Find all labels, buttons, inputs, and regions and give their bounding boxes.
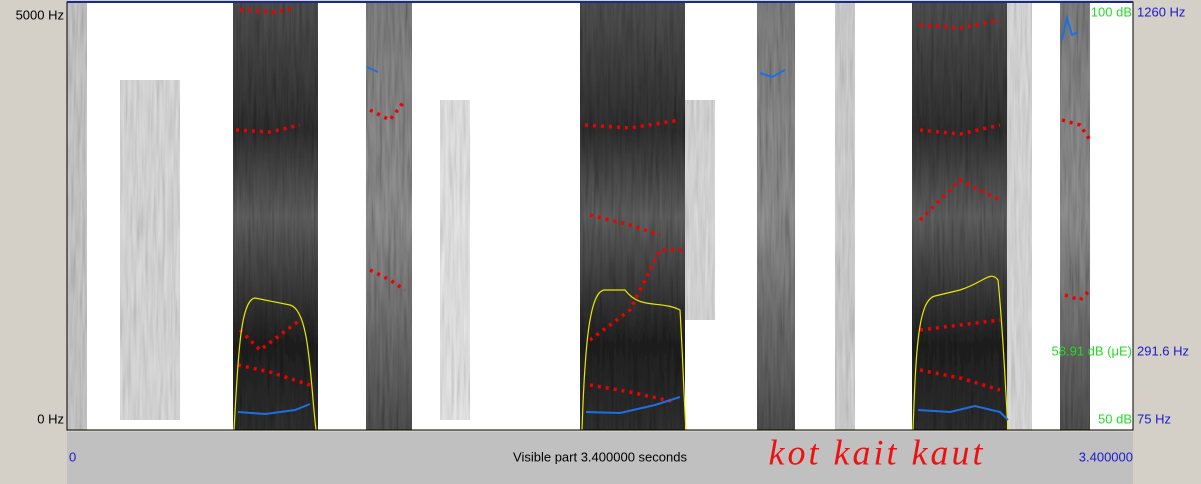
visible-part: Visible part 3.400000 seconds [513,449,687,464]
time-start: 0 [69,449,76,464]
pitch-tracks [237,14,1079,421]
intensity-top: 100 dB [1091,4,1132,19]
pitch-bottom: 75 Hz [1137,411,1171,426]
intensity-curves [233,275,1009,431]
freq-bottom: 0 Hz [37,411,64,426]
annotation: kot kait kaut [769,432,986,472]
intensity-mid: 58.91 dB (μE) [1052,343,1132,358]
intensity-bottom: 50 dB [1098,411,1132,426]
formants [235,6,1092,404]
pitch-mid: 291.6 Hz [1137,343,1189,358]
freq-top: 5000 Hz [16,7,64,22]
pitch-top: 1260 Hz [1137,4,1185,19]
time-bar[interactable] [67,432,1133,484]
time-end: 3.400000 [1079,449,1133,464]
